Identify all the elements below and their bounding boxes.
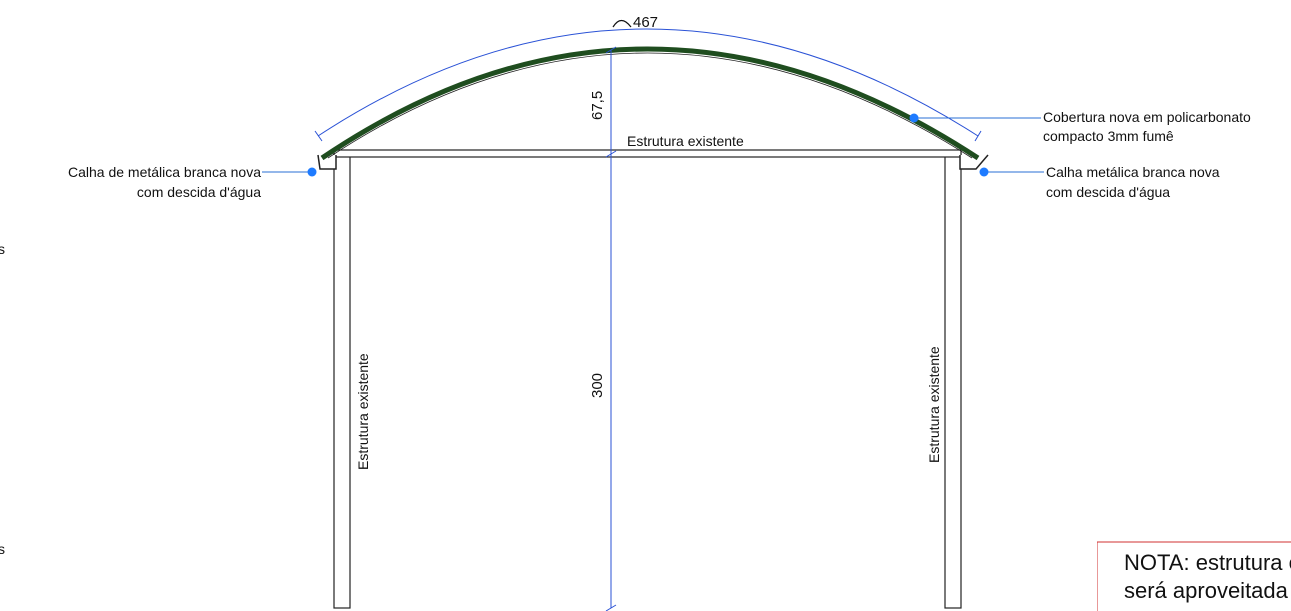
note-line1: NOTA: estrutura existente [1124, 550, 1291, 575]
margin-mark-1: s [0, 241, 5, 257]
cover-label-line2: compacto 3mm fumê [1043, 128, 1174, 144]
left-column [333, 152, 351, 609]
height-label: 300 [589, 373, 606, 398]
cover-label-line1: Cobertura nova em policarbonato [1043, 109, 1251, 125]
right-gutter-label-line1: Calha metálica branca nova [1046, 164, 1220, 180]
rise-label: 67,5 [589, 91, 606, 120]
cover-callout: Cobertura nova em policarbonato compacto… [909, 109, 1251, 144]
arc-length-label: 467 [633, 14, 658, 31]
dim-tick-bottom [605, 604, 617, 611]
dim-tick-top [605, 46, 617, 54]
note-border [1097, 541, 1291, 611]
note-box: NOTA: estrutura existente será aproveita… [1097, 541, 1291, 611]
left-gutter-callout: Calha de metálica branca nova com descid… [68, 164, 317, 200]
arc-dimension-line [317, 28, 979, 137]
cover-leader-dot [909, 113, 919, 123]
vertical-dimensions: 67,5 300 [589, 46, 617, 611]
right-gutter-callout: Calha metálica branca nova com descida d… [979, 164, 1220, 200]
arc-tick-left [314, 130, 323, 142]
existing-beam [333, 149, 962, 158]
right-gutter-label-line2: com descida d'água [1046, 184, 1170, 200]
right-column-label: Estrutura existente [926, 346, 942, 463]
beam-label: Estrutura existente [627, 133, 744, 149]
left-gutter-label-line1: Calha de metálica branca nova [68, 164, 261, 180]
left-gutter-leader-dot [307, 167, 317, 177]
arc-tick-right [974, 130, 982, 142]
right-gutter-leader-dot [979, 167, 989, 177]
cover-inner-edge [327, 52, 973, 159]
existing-structure [333, 149, 962, 609]
right-column [944, 152, 962, 609]
left-gutter-label-line2: com descida d'água [137, 184, 261, 200]
polycarbonate-cover [320, 46, 980, 161]
right-gutter [959, 154, 989, 170]
arc-length-dimension: 467 [314, 14, 982, 142]
left-column-label: Estrutura existente [355, 353, 371, 470]
margin-mark-2: s [0, 541, 5, 557]
arc-symbol-icon [612, 19, 632, 28]
note-line2: será aproveitada [1124, 578, 1289, 603]
dim-tick-middle [605, 150, 617, 158]
